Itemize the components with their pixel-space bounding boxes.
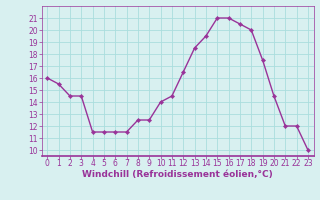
X-axis label: Windchill (Refroidissement éolien,°C): Windchill (Refroidissement éolien,°C) — [82, 170, 273, 179]
